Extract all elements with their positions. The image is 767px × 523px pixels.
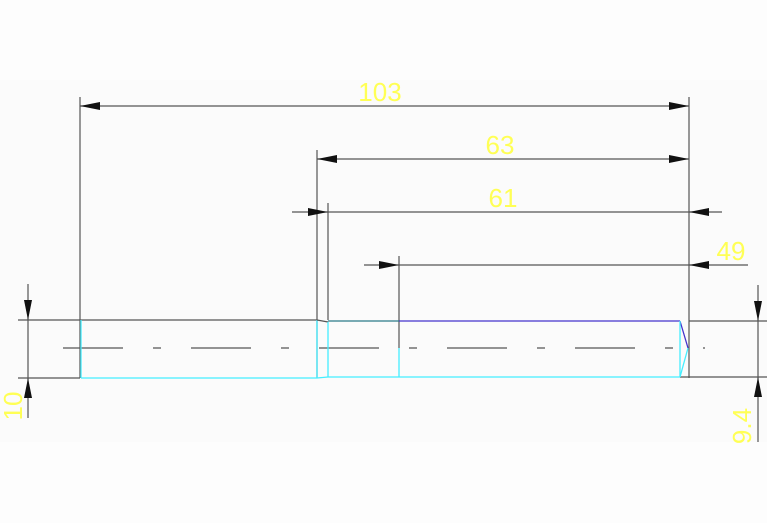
dimension-61: 61 [292,183,722,216]
svg-text:63: 63 [486,130,515,160]
dimension-10: 10 [0,284,32,421]
svg-text:61: 61 [489,183,518,213]
svg-text:9.4: 9.4 [727,408,757,444]
svg-text:49: 49 [717,236,746,266]
dimension-103: 103 [80,77,689,110]
dimension-63: 63 [317,130,689,163]
svg-text:10: 10 [0,392,28,421]
dimension-9-4: 9.4 [727,285,762,444]
extension-lines [18,97,767,379]
svg-text:103: 103 [358,77,401,107]
dimension-49: 49 [364,236,748,269]
drawing-area [0,80,767,442]
shaft-outline [80,319,689,379]
